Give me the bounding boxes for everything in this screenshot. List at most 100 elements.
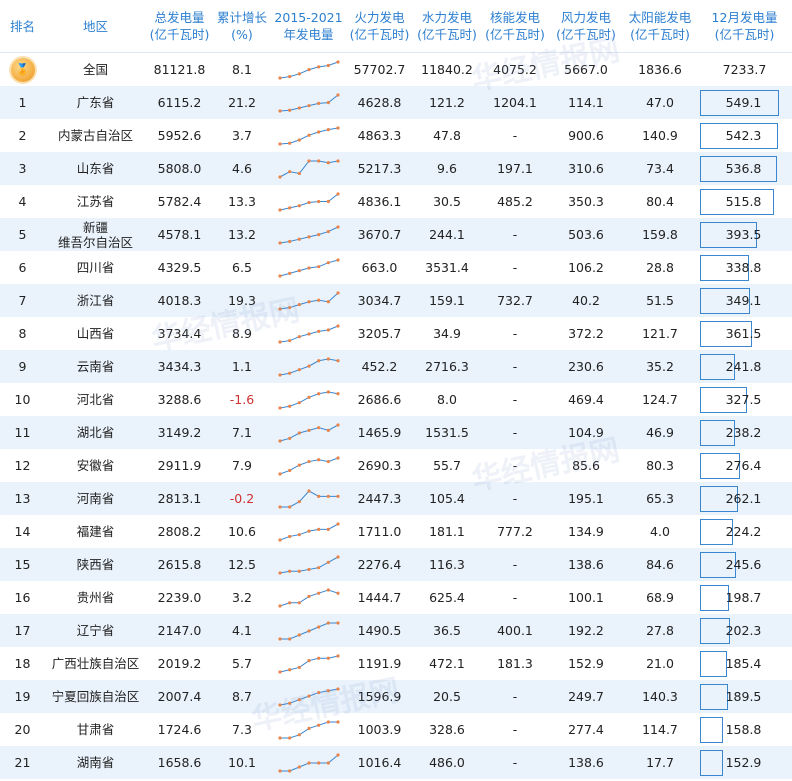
dec-value: 241.8 xyxy=(725,358,762,374)
trend-cell xyxy=(271,185,346,218)
growth-cell: 6.5 xyxy=(232,260,252,275)
dec-databar-fill xyxy=(701,551,736,578)
region-cell: 山西省 xyxy=(45,317,146,350)
header-line: 年发电量 xyxy=(283,27,334,42)
sparkline-point xyxy=(297,71,301,75)
sparkline-point xyxy=(326,719,330,724)
wind-cell: 134.9 xyxy=(568,524,604,539)
dec-databar-fill xyxy=(701,353,736,380)
sparkline-point xyxy=(297,400,301,404)
dec-databar: 185.4 xyxy=(700,650,786,677)
hydro-cell: 55.7 xyxy=(433,458,461,473)
table-row: 6 四川省 4329.5 6.5 663.0 3531.4 - 106.2 28.8 338.8 xyxy=(0,251,792,284)
dec-value: 536.8 xyxy=(725,160,762,176)
sparkline-point xyxy=(326,63,330,67)
region-cell: 新疆 维吾尔自治区 xyxy=(45,218,146,251)
wind-cell: 372.2 xyxy=(568,326,604,341)
growth-cell: 4.1 xyxy=(213,614,271,647)
sparkline-point xyxy=(287,534,291,538)
sparkline-point xyxy=(287,404,291,408)
table-body: 🏅 全国 81121.8 8.1 57702.7 11840.2 4075.2 5667.0 1… xyxy=(0,53,792,779)
header-line: 累计增长 xyxy=(216,10,267,25)
table-row: 15 陕西省 2615.8 12.5 2276.4 116.3-138.6 84.6 245.… xyxy=(0,548,792,581)
sparkline-point xyxy=(306,594,311,598)
sparkline-point xyxy=(326,459,330,463)
col-growth: 累计增长 (%) xyxy=(213,0,271,53)
dec-databar: 224.2 xyxy=(700,518,786,545)
sparkline-point xyxy=(316,232,320,236)
sparkline-point xyxy=(335,158,340,163)
sparkline-point xyxy=(316,391,320,395)
solar-cell: 1836.6 xyxy=(638,62,682,77)
sparkline-point xyxy=(297,137,301,142)
sparkline-point xyxy=(335,752,340,757)
region-cell: 安徽省 xyxy=(45,449,146,482)
region-cell: 江苏省 xyxy=(45,185,146,218)
total-cell: 3434.3 xyxy=(146,350,213,383)
sparkline-point xyxy=(335,323,340,328)
region-line: 贵州省 xyxy=(76,590,115,605)
dec-databar-fill xyxy=(701,683,728,710)
sparkline-point xyxy=(277,537,282,542)
sparkline-point xyxy=(306,200,311,204)
sparkline-point xyxy=(277,471,282,476)
total-cell: 2808.2 xyxy=(157,524,202,539)
sparkline-point xyxy=(287,436,291,440)
rank-cell: 18 xyxy=(14,656,31,671)
rank-cell: 12 xyxy=(14,458,31,473)
table-row: 12 安徽省 2911.9 7.9 2690.3 55.7 - 85.6 80.3 276.4 xyxy=(0,449,792,482)
sparkline-chart xyxy=(277,653,340,674)
dec-databar-fill xyxy=(701,617,730,644)
sparkline-point xyxy=(335,455,340,460)
sparkline-point xyxy=(287,735,291,740)
thermal-cell: 3034.7 xyxy=(346,284,413,317)
table-row: 18 广西壮族自治区 2019.2 5.7 1191.9 472.1 181.3 152.9 2… xyxy=(0,647,792,680)
nuclear-cell: - xyxy=(512,326,518,341)
region-cell: 广东省 xyxy=(45,86,146,119)
solar-cell: 121.7 xyxy=(642,326,678,341)
dec-cell: 338.8 xyxy=(697,251,792,284)
sparkline-point xyxy=(326,560,330,564)
dec-value: 327.5 xyxy=(725,391,762,407)
sparkline-point xyxy=(335,191,340,196)
solar-cell: 46.9 xyxy=(623,416,697,449)
nuclear-cell: - xyxy=(512,590,518,605)
sparkline-point xyxy=(326,527,330,531)
hydro-cell: 625.4 xyxy=(429,590,465,605)
sparkline-point xyxy=(287,600,291,604)
rank-cell: 7 xyxy=(0,284,45,317)
hydro-cell: 244.1 xyxy=(413,218,481,251)
sparkline-point xyxy=(316,199,320,203)
trend-cell xyxy=(271,218,346,251)
sparkline-point xyxy=(287,108,291,112)
trend-cell xyxy=(271,746,346,779)
hydro-cell: 159.1 xyxy=(413,284,481,317)
trend-cell xyxy=(271,317,346,350)
region-cell: 甘肃省 xyxy=(45,713,146,746)
sparkline-point xyxy=(316,690,320,694)
sparkline-chart xyxy=(277,455,340,476)
sparkline-point xyxy=(335,290,340,295)
growth-cell: 3.7 xyxy=(232,128,252,143)
thermal-cell: 1596.9 xyxy=(346,680,413,713)
rank-cell: 15 xyxy=(0,548,45,581)
growth-cell: 10.6 xyxy=(228,524,256,539)
rank-cell: 🏅 xyxy=(0,53,45,87)
sparkline-point xyxy=(335,554,340,559)
wind-cell: 85.6 xyxy=(572,458,600,473)
sparkline-point xyxy=(306,395,311,399)
sparkline-point xyxy=(297,334,301,338)
dec-databar: 349.1 xyxy=(700,287,786,314)
sparkline-point xyxy=(326,260,330,264)
growth-cell: 3.2 xyxy=(232,590,252,605)
growth-cell: 7.3 xyxy=(232,722,252,737)
dec-cell: 515.8 xyxy=(697,185,792,218)
hydro-cell: 105.4 xyxy=(413,482,481,515)
region-line: 山东省 xyxy=(76,161,115,176)
sparkline-point xyxy=(335,422,340,427)
region-cell: 河南省 xyxy=(45,482,146,515)
solar-cell: 124.7 xyxy=(642,392,678,407)
header-line: 太阳能发电 xyxy=(628,10,692,25)
wind-cell: 469.4 xyxy=(568,392,604,407)
